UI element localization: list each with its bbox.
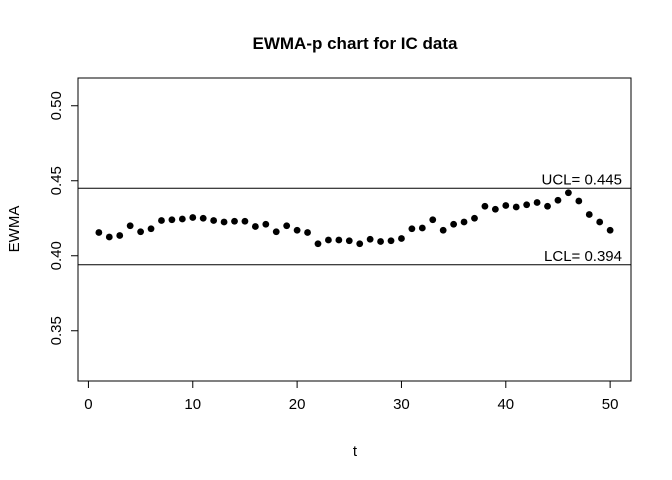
data-point [544, 202, 551, 210]
data-point [366, 235, 374, 243]
data-point [325, 236, 332, 244]
data-point [241, 217, 249, 225]
data-point [137, 228, 145, 236]
data-point [345, 237, 353, 245]
data-point [606, 226, 614, 234]
data-point [335, 236, 343, 244]
chart-title: EWMA-p chart for IC data [253, 34, 458, 53]
data-point [471, 214, 478, 222]
data-point [596, 218, 604, 226]
data-point [575, 197, 583, 205]
data-point [199, 214, 207, 222]
data-point [429, 216, 437, 224]
data-point [251, 223, 259, 230]
data-point [147, 225, 155, 233]
data-point [178, 215, 186, 223]
data-point [95, 229, 103, 236]
y-tick-label: 0.50 [48, 91, 65, 120]
data-point [523, 201, 531, 209]
data-point [126, 222, 134, 230]
data-point [491, 205, 499, 213]
data-point [533, 199, 541, 206]
y-tick-label: 0.35 [48, 316, 65, 345]
data-point [158, 217, 165, 224]
data-point [377, 238, 384, 245]
y-axis-label: EWMA [6, 206, 23, 253]
x-axis: 0 10 20 30 40 50 [84, 380, 619, 413]
data-point [220, 218, 228, 226]
data-point [283, 222, 291, 230]
lcl-label: LCL= 0.394 [544, 248, 622, 265]
x-tick-label: 20 [289, 396, 306, 413]
data-point [450, 220, 458, 228]
data-point [585, 211, 593, 218]
x-tick-label: 0 [84, 396, 92, 413]
data-point [387, 237, 395, 245]
x-axis-label: t [353, 443, 358, 460]
data-point [398, 235, 405, 242]
data-point [262, 220, 270, 228]
control-limits: UCL= 0.445 LCL= 0.394 [78, 171, 631, 266]
y-tick-label: 0.40 [48, 241, 65, 270]
data-point [439, 226, 447, 234]
data-point [460, 218, 468, 226]
data-point [293, 226, 301, 234]
data-point [116, 232, 124, 239]
x-tick-label: 30 [393, 396, 410, 413]
data-point [554, 196, 562, 204]
plot-frame [77, 77, 632, 382]
data-point [356, 240, 364, 248]
ucl-label: UCL= 0.445 [542, 171, 622, 188]
x-tick-label: 40 [497, 396, 514, 413]
data-point [231, 217, 238, 225]
data-point [314, 240, 322, 248]
x-tick-label: 50 [602, 396, 619, 413]
data-points [95, 189, 614, 248]
data-point [304, 229, 311, 236]
data-point [512, 203, 520, 211]
data-point [272, 228, 280, 236]
data-point [105, 233, 113, 241]
data-point [564, 189, 572, 197]
y-axis: 0.35 0.40 0.45 0.50 [48, 91, 79, 345]
y-tick-label: 0.45 [48, 166, 65, 195]
x-tick-label: 10 [184, 396, 201, 413]
data-point [210, 217, 218, 224]
data-point [418, 224, 426, 232]
data-point [481, 202, 489, 210]
data-point [408, 225, 416, 233]
data-point [502, 202, 510, 209]
data-point [168, 216, 176, 224]
data-point [189, 214, 197, 221]
